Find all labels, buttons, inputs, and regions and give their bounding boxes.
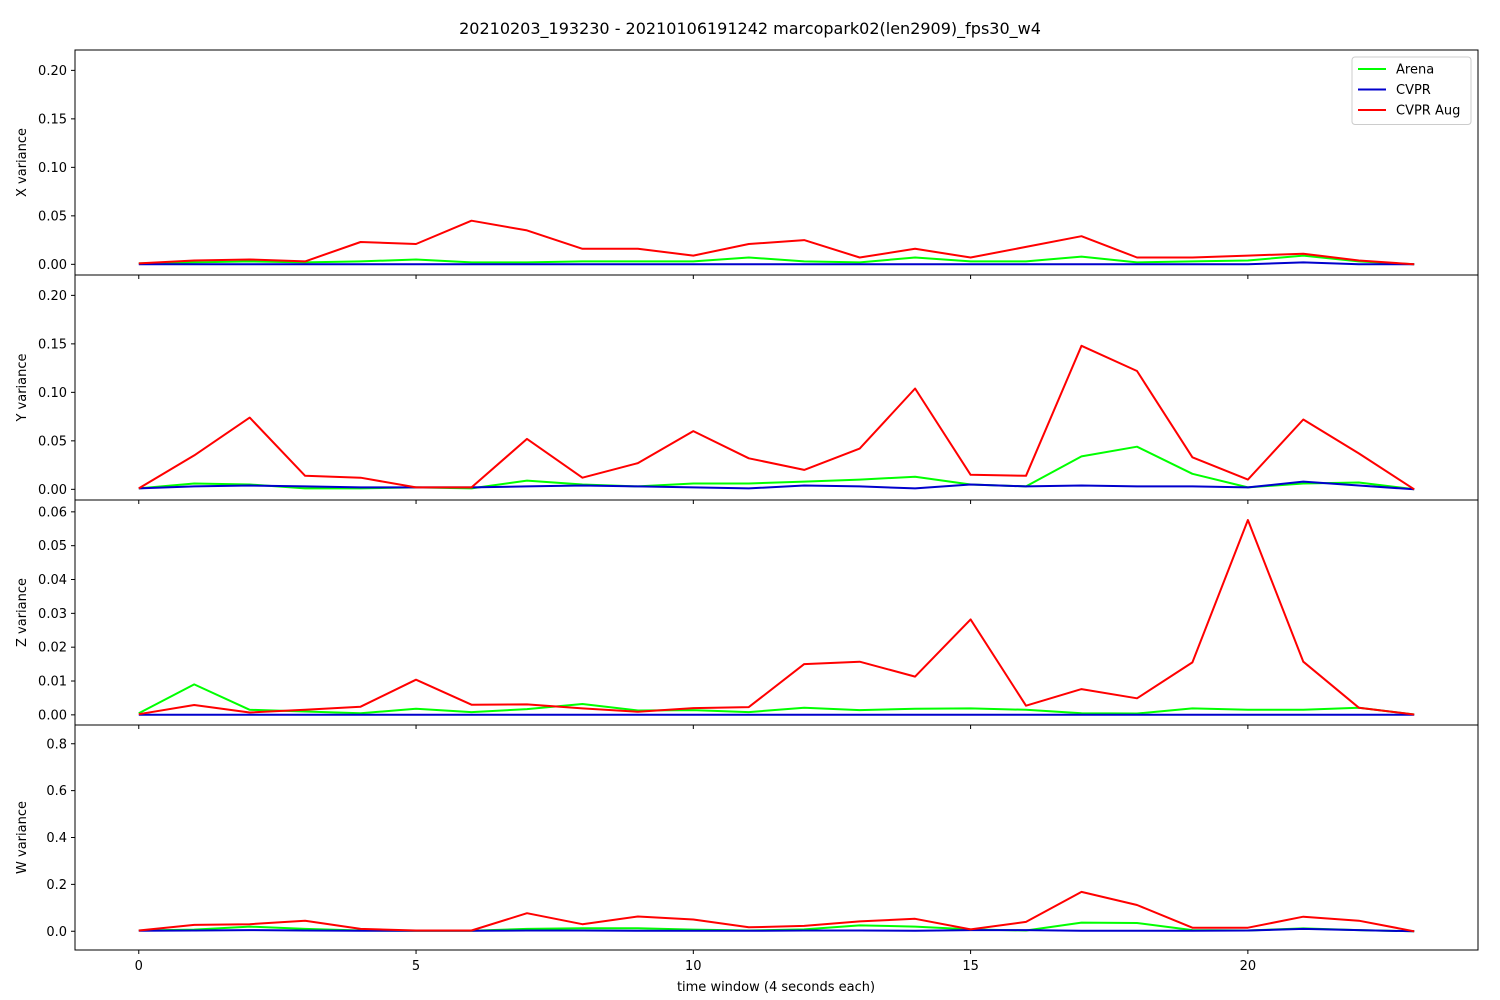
series-line-arena <box>138 445 1415 491</box>
y-tick-label: 0.00 <box>38 258 67 273</box>
subplot-3: 0.00 0.01 0.02 0.03 0.04 0.05 0.06 Z variance <box>15 499 1479 729</box>
series-line-cvpr <box>138 927 1415 933</box>
y-axis-label: Y variance <box>15 353 30 422</box>
series-line-cvpr <box>138 480 1415 491</box>
y-tick-label: 0.00 <box>38 483 67 498</box>
legend-label-cvpr: CVPR <box>1396 83 1431 98</box>
y-tick-label: 0.10 <box>38 161 67 176</box>
series-line-cvpr-aug <box>138 219 1415 266</box>
legend-label-cvpr-aug: CVPR Aug <box>1396 104 1460 119</box>
y-tick-label: 0.8 <box>46 737 67 752</box>
y-tick-label: 0.05 <box>38 539 67 554</box>
subplot-4: 0.0 0.2 0.4 0.6 0.8 W variance <box>15 724 1479 954</box>
figure-title: 20210203_193230 - 20210106191242 marcopa… <box>459 19 1041 39</box>
y-tick-label: 0.03 <box>38 607 67 622</box>
series-line-cvpr-aug <box>138 890 1415 933</box>
y-tick-label: 0.04 <box>38 573 67 588</box>
y-tick-label: 0.10 <box>38 386 67 401</box>
y-tick-label: 0.00 <box>38 708 67 723</box>
x-tick-label: 5 <box>412 959 420 974</box>
x-axis-label: time window (4 seconds each) <box>677 980 875 995</box>
y-tick-label: 0.2 <box>46 878 67 893</box>
y-axis-label: X variance <box>15 128 30 197</box>
y-tick-label: 0.6 <box>46 784 67 799</box>
x-tick-label: 10 <box>685 959 702 974</box>
y-tick-label: 0.20 <box>38 64 67 79</box>
series-line-cvpr <box>138 261 1415 266</box>
x-tick-label: 0 <box>135 959 143 974</box>
series-line-arena <box>138 683 1415 716</box>
y-tick-label: 0.01 <box>38 675 67 690</box>
subplot-1: 0.00 0.05 0.10 0.15 0.20 X variance <box>15 49 1479 279</box>
y-tick-label: 0.15 <box>38 112 67 127</box>
series-line-cvpr-aug <box>138 344 1415 491</box>
y-tick-label: 0.15 <box>38 337 67 352</box>
x-tick-label: 20 <box>1240 959 1257 974</box>
y-tick-label: 0.4 <box>46 831 67 846</box>
y-tick-label: 0.05 <box>38 434 67 449</box>
y-tick-label: 0.05 <box>38 209 67 224</box>
y-tick-label: 0.20 <box>38 289 67 304</box>
legend: Arena CVPR CVPR Aug <box>1351 56 1472 125</box>
legend-label-arena: Arena <box>1396 63 1434 78</box>
y-tick-label: 0.06 <box>38 505 67 520</box>
series-line-arena <box>138 254 1415 266</box>
y-axis-label: Z variance <box>15 578 30 647</box>
subplot-2: 0.00 0.05 0.10 0.15 0.20 Y variance <box>15 274 1479 504</box>
y-axis-label: W variance <box>15 801 30 874</box>
y-tick-label: 0.0 <box>46 925 67 940</box>
x-tick-label: 15 <box>962 959 979 974</box>
y-tick-label: 0.02 <box>38 641 67 656</box>
series-line-cvpr-aug <box>138 519 1415 716</box>
legend-box <box>1351 56 1472 125</box>
subplots: 0.000.050.100.150.20X variance0.000.050.… <box>15 49 1479 974</box>
